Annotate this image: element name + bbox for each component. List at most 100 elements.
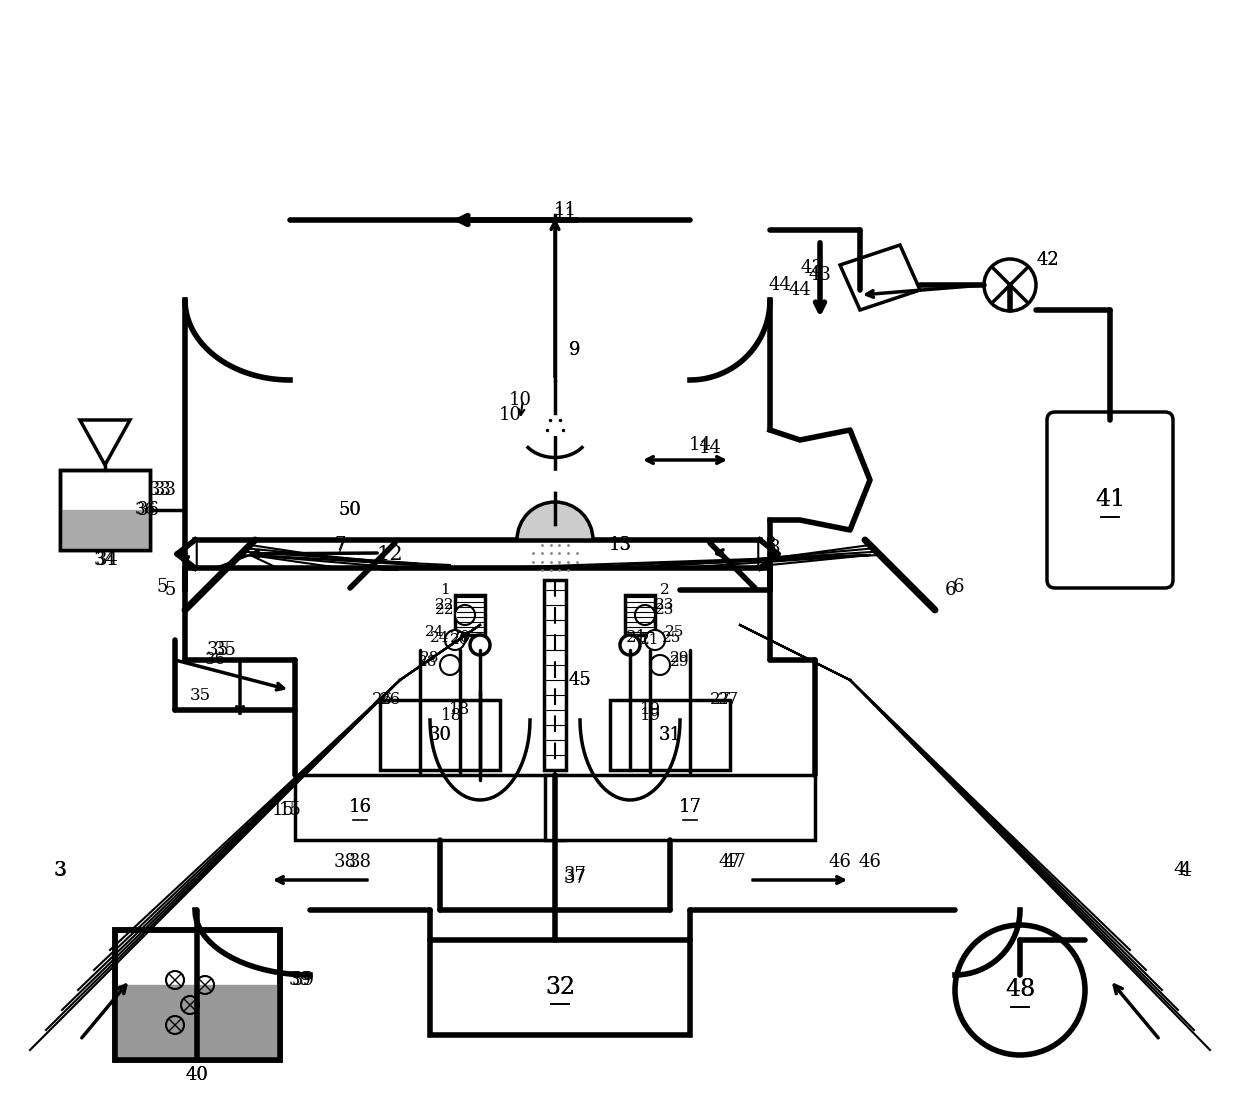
Bar bbox=[115, 930, 280, 1061]
Bar bbox=[195, 540, 760, 568]
Text: 40: 40 bbox=[186, 1066, 208, 1084]
Bar bbox=[455, 595, 485, 635]
Text: 13: 13 bbox=[609, 536, 631, 554]
Polygon shape bbox=[81, 420, 130, 465]
Text: 47: 47 bbox=[724, 853, 746, 872]
Text: 8: 8 bbox=[764, 536, 776, 554]
Text: 6: 6 bbox=[952, 578, 963, 596]
Text: 43: 43 bbox=[801, 259, 823, 277]
Text: 17: 17 bbox=[678, 798, 702, 815]
Text: 45: 45 bbox=[569, 671, 591, 689]
Text: 27: 27 bbox=[718, 691, 739, 709]
Text: 48: 48 bbox=[1004, 978, 1035, 1001]
Text: 22: 22 bbox=[435, 603, 455, 617]
Text: 35: 35 bbox=[213, 641, 237, 659]
Polygon shape bbox=[60, 510, 150, 550]
Text: 24: 24 bbox=[430, 631, 450, 645]
Text: 50: 50 bbox=[339, 501, 361, 519]
Bar bbox=[610, 700, 730, 770]
Text: 41: 41 bbox=[1095, 488, 1125, 511]
Polygon shape bbox=[115, 985, 280, 1061]
Text: 28: 28 bbox=[418, 655, 438, 669]
Circle shape bbox=[955, 925, 1085, 1055]
Text: 10: 10 bbox=[498, 406, 522, 424]
Text: 7: 7 bbox=[335, 539, 346, 557]
Text: 24: 24 bbox=[425, 625, 445, 639]
Text: 32: 32 bbox=[544, 976, 575, 999]
Circle shape bbox=[455, 606, 475, 625]
Text: 35: 35 bbox=[190, 687, 211, 703]
Text: 38: 38 bbox=[334, 853, 357, 872]
Text: 18: 18 bbox=[449, 701, 471, 719]
Text: 36: 36 bbox=[136, 501, 160, 519]
Text: 3: 3 bbox=[53, 861, 67, 879]
Text: 37: 37 bbox=[563, 869, 587, 887]
Text: 9: 9 bbox=[569, 341, 580, 359]
Text: 25: 25 bbox=[662, 631, 682, 645]
Text: 33: 33 bbox=[154, 481, 176, 499]
Circle shape bbox=[985, 259, 1035, 311]
Text: 6: 6 bbox=[944, 581, 956, 599]
Text: 14: 14 bbox=[698, 439, 722, 457]
Text: 5: 5 bbox=[165, 581, 176, 599]
Text: 21: 21 bbox=[640, 633, 660, 647]
Text: 15: 15 bbox=[279, 801, 301, 819]
Text: 12: 12 bbox=[377, 545, 403, 565]
Text: 26: 26 bbox=[372, 691, 393, 709]
Text: 19: 19 bbox=[640, 707, 661, 723]
Text: 23: 23 bbox=[655, 598, 675, 612]
Polygon shape bbox=[177, 540, 195, 568]
Text: 30: 30 bbox=[429, 726, 451, 744]
Text: 29: 29 bbox=[671, 655, 689, 669]
Text: 30: 30 bbox=[429, 726, 451, 744]
Text: 29: 29 bbox=[671, 651, 689, 665]
Text: 34: 34 bbox=[93, 551, 117, 569]
Text: 10: 10 bbox=[508, 391, 532, 409]
Text: 2: 2 bbox=[660, 582, 670, 597]
Text: 9: 9 bbox=[569, 341, 580, 359]
Text: 20: 20 bbox=[450, 633, 470, 647]
Text: 50: 50 bbox=[339, 501, 361, 519]
Text: 4: 4 bbox=[1178, 861, 1192, 879]
Bar bbox=[60, 470, 150, 550]
Text: 31: 31 bbox=[658, 726, 682, 744]
Text: 21: 21 bbox=[625, 629, 646, 645]
Text: 44: 44 bbox=[769, 276, 791, 295]
Text: 18: 18 bbox=[441, 707, 463, 723]
Text: 42: 42 bbox=[1037, 251, 1059, 269]
Polygon shape bbox=[839, 245, 920, 310]
Text: 23: 23 bbox=[655, 603, 675, 617]
Text: 17: 17 bbox=[678, 798, 702, 815]
Text: 41: 41 bbox=[1095, 488, 1125, 511]
Text: 36: 36 bbox=[134, 501, 155, 519]
Bar bbox=[60, 470, 150, 550]
Text: 15: 15 bbox=[272, 801, 294, 819]
Text: 26: 26 bbox=[379, 691, 401, 709]
Text: 47: 47 bbox=[719, 853, 742, 872]
Text: 19: 19 bbox=[640, 701, 661, 719]
Text: 39: 39 bbox=[291, 972, 315, 989]
Text: 28: 28 bbox=[420, 651, 440, 665]
Text: 35: 35 bbox=[207, 641, 229, 659]
Circle shape bbox=[470, 635, 490, 655]
Bar bbox=[625, 595, 655, 635]
Text: 14: 14 bbox=[688, 436, 712, 454]
Polygon shape bbox=[760, 540, 777, 568]
Text: 3: 3 bbox=[53, 861, 66, 879]
Text: 25: 25 bbox=[666, 625, 684, 639]
Text: 5: 5 bbox=[156, 578, 167, 596]
Bar bbox=[544, 580, 565, 770]
Text: 16: 16 bbox=[348, 798, 372, 815]
Text: 22: 22 bbox=[435, 598, 455, 612]
Text: 31: 31 bbox=[658, 726, 682, 744]
Circle shape bbox=[635, 606, 655, 625]
Text: 11: 11 bbox=[553, 201, 577, 219]
Text: 33: 33 bbox=[149, 481, 171, 499]
Text: 48: 48 bbox=[1004, 978, 1035, 1001]
Text: 37: 37 bbox=[563, 866, 587, 884]
Circle shape bbox=[645, 630, 665, 650]
FancyBboxPatch shape bbox=[1047, 412, 1173, 588]
Text: 32: 32 bbox=[544, 976, 575, 999]
Text: 38: 38 bbox=[348, 853, 372, 872]
Text: 7: 7 bbox=[335, 536, 346, 554]
